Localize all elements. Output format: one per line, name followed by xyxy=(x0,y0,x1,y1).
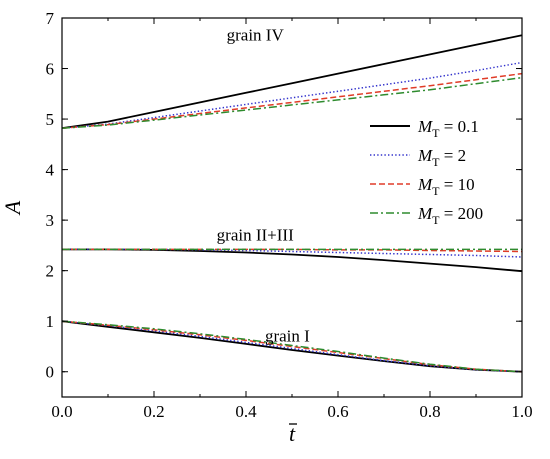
y-tick-label: 6 xyxy=(46,60,55,79)
annotation-grain-i: grain I xyxy=(265,326,310,345)
x-tick-label: 0.2 xyxy=(143,402,164,421)
y-tick-label: 1 xyxy=(46,312,55,331)
y-tick-label: 2 xyxy=(46,262,55,281)
legend-label-1: MT = 0.1 xyxy=(417,117,479,140)
y-tick-label: 7 xyxy=(46,9,55,28)
legend-label-3: MT = 10 xyxy=(417,175,475,198)
legend-label-4: MT = 200 xyxy=(417,204,483,227)
legend-label-2: MT = 2 xyxy=(417,146,466,169)
x-tick-label: 0.6 xyxy=(327,402,348,421)
ticks-layer: 0.0 0.2 0.4 0.6 0.8 1.0 0 1 2 3 4 5 6 7 xyxy=(46,9,533,421)
series-line-grain-i-2 xyxy=(61,320,523,373)
x-tick-label: 0.0 xyxy=(51,402,72,421)
annotations: grain IV grain II+III grain I xyxy=(217,26,310,346)
y-tick-label: 0 xyxy=(46,363,55,382)
y-tick-label: 4 xyxy=(46,161,55,180)
x-tick-label: 0.8 xyxy=(419,402,440,421)
y-tick-label: 5 xyxy=(46,110,55,129)
series-line-grain-i-3 xyxy=(61,320,523,373)
x-tick-label: 0.4 xyxy=(235,402,257,421)
series-line-grain-ii-iii-1 xyxy=(62,248,523,273)
annotation-grain-ii-iii: grain II+III xyxy=(217,225,294,244)
series-line-grain-iv-4 xyxy=(61,76,523,129)
annotation-grain-iv: grain IV xyxy=(227,26,285,45)
y-tick-label: 3 xyxy=(46,211,55,230)
legend: MT = 0.1 MT = 2 MT = 10 MT = 200 xyxy=(370,117,483,227)
series-line-grain-iv-1 xyxy=(61,34,523,130)
x-axis-label: t xyxy=(289,421,296,446)
series-layer xyxy=(61,34,523,373)
series-line-grain-i-4 xyxy=(61,320,523,373)
series-line-grain-iv-3 xyxy=(61,72,523,129)
x-tick-label: 1.0 xyxy=(511,402,532,421)
y-axis-label: A xyxy=(0,200,25,216)
